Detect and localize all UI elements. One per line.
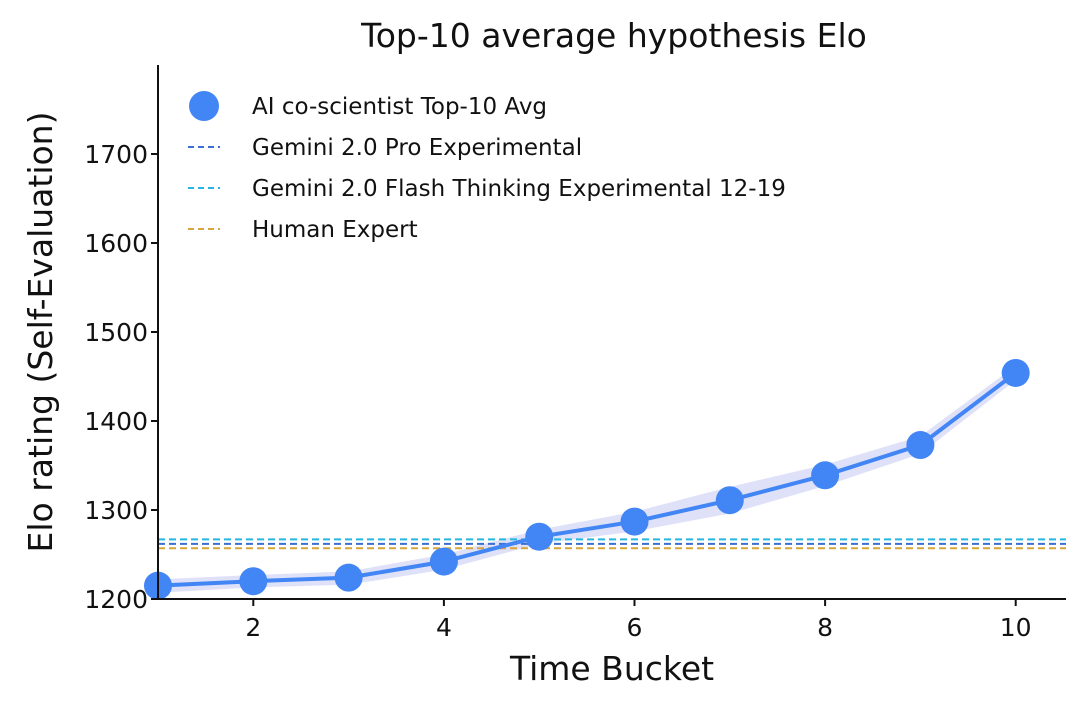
legend-label-2: Gemini 2.0 Flash Thinking Experimental 1… — [252, 176, 786, 202]
y-tick-label: 1500 — [84, 318, 148, 347]
data-point-6 — [620, 507, 649, 536]
data-point-10 — [1001, 358, 1030, 387]
x-tick-label: 2 — [245, 613, 261, 642]
x-tick-label: 6 — [627, 613, 643, 642]
x-tick-label: 4 — [436, 613, 452, 642]
legend-label-1: Gemini 2.0 Pro Experimental — [252, 135, 582, 161]
data-point-5 — [525, 522, 554, 551]
y-tick-label: 1200 — [84, 585, 148, 614]
data-point-8 — [811, 461, 840, 490]
y-tick-label: 1400 — [84, 407, 148, 436]
reference-lines-layer — [158, 538, 1066, 550]
data-point-9 — [906, 431, 935, 460]
data-point-2 — [239, 567, 268, 596]
confidence-band — [158, 365, 1016, 593]
chart-title: Top-10 average hypothesis Elo — [360, 16, 867, 55]
x-tick-label: 8 — [817, 613, 833, 642]
legend-label-0: AI co-scientist Top-10 Avg — [252, 94, 547, 120]
series-layer — [144, 358, 1030, 600]
axes-layer: 1200 1300 1400 1500 1600 1700 2 4 6 8 10 — [84, 65, 1066, 642]
y-tick-label: 1700 — [84, 140, 148, 169]
data-point-4 — [429, 547, 458, 576]
y-axis-title: Elo rating (Self-Evaluation) — [21, 112, 60, 553]
y-tick-label: 1300 — [84, 496, 148, 525]
data-point-3 — [334, 563, 363, 592]
confidence-band-layer — [158, 365, 1016, 593]
x-tick-label: 10 — [1000, 613, 1032, 642]
data-point-7 — [715, 486, 744, 515]
x-axis-title: Time Bucket — [509, 649, 714, 688]
legend: AI co-scientist Top-10 Avg Gemini 2.0 Pro… — [188, 91, 786, 243]
legend-swatch-0 — [189, 91, 219, 121]
legend-label-3: Human Expert — [252, 217, 418, 243]
y-tick-label: 1600 — [84, 229, 148, 258]
series-line-main — [157, 371, 1017, 588]
